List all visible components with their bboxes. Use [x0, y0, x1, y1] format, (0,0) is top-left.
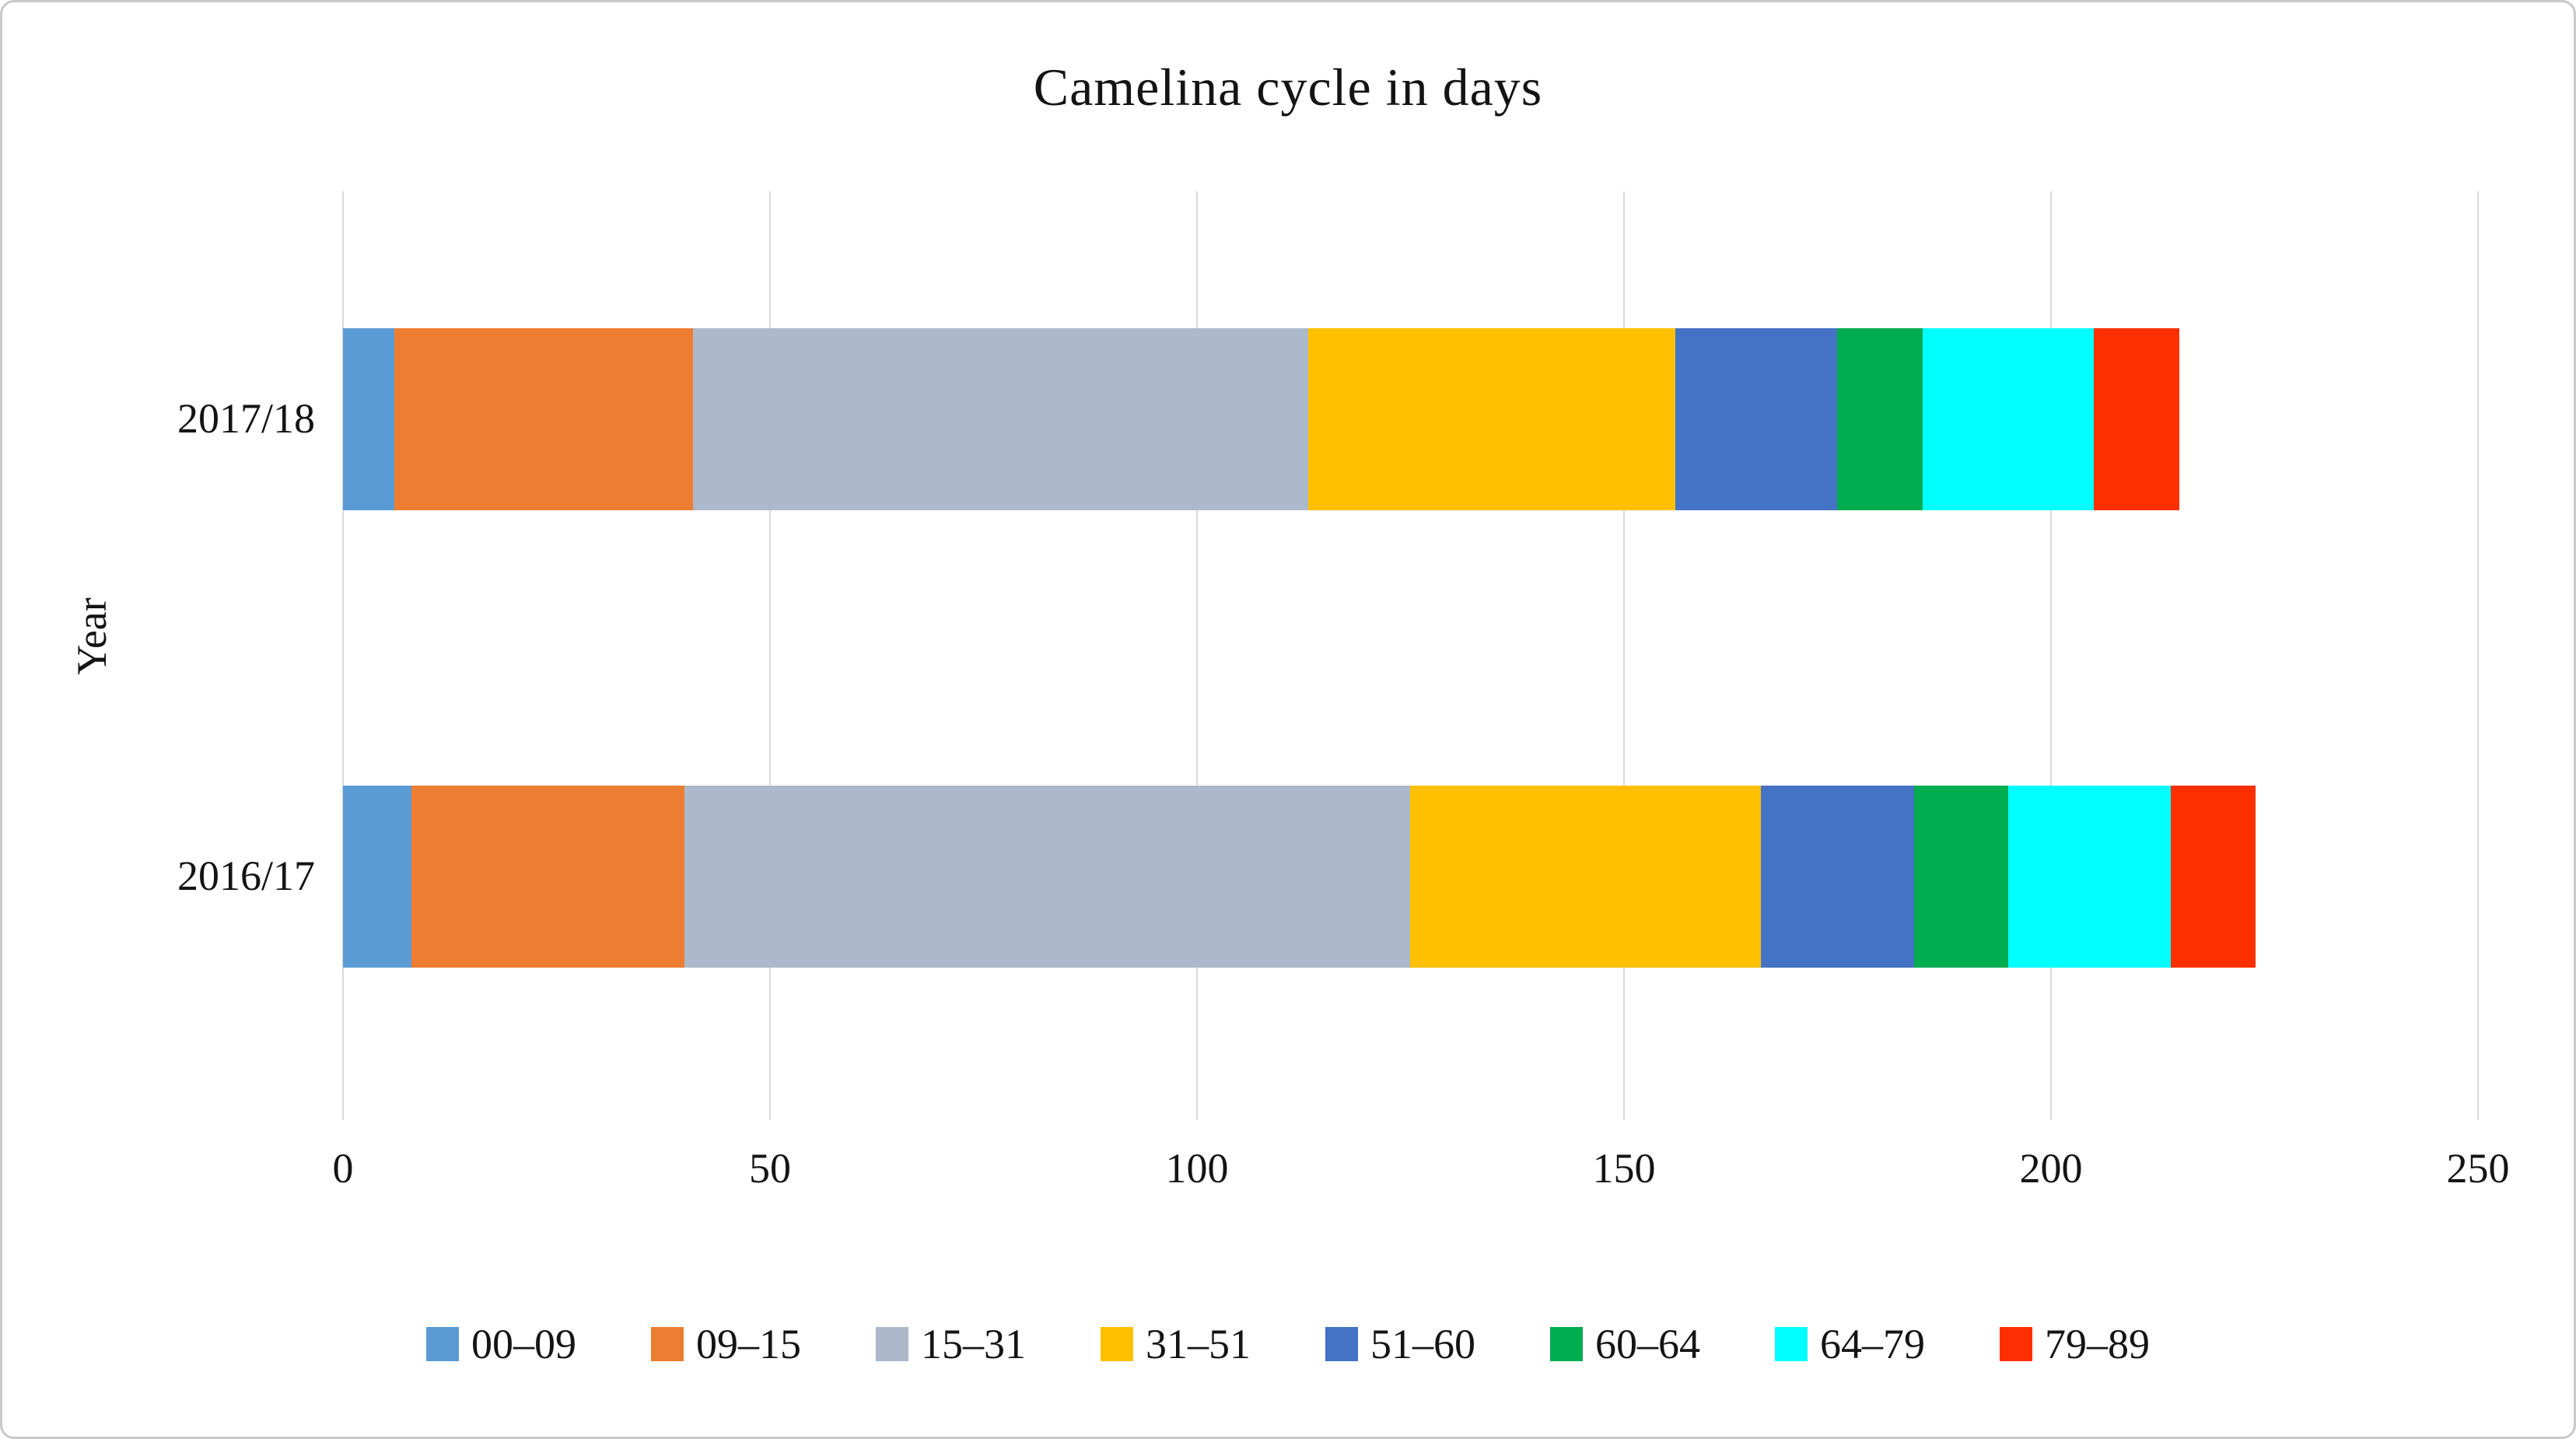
legend-label: 09–15	[696, 1321, 801, 1367]
gridline-x-200	[2050, 191, 2052, 1120]
bar-segment-09–15	[394, 328, 694, 510]
y-axis-label-2017-18: 2017/18	[177, 395, 315, 442]
plot-area	[342, 191, 2479, 1120]
legend-label: 15–31	[921, 1321, 1026, 1367]
gridline-x-150	[1623, 191, 1625, 1120]
legend-swatch-icon	[1550, 1327, 1583, 1361]
bar-segment-51–60	[1760, 786, 1915, 968]
x-axis-tick-label-0: 0	[332, 1145, 354, 1192]
bar-segment-15–31	[684, 786, 1411, 968]
x-axis-tick-label-250: 250	[2446, 1145, 2510, 1192]
bar-segment-31–51	[1307, 328, 1675, 510]
bar-segment-64–79	[1923, 328, 2094, 510]
legend-label: 51–60	[1370, 1321, 1475, 1367]
legend-swatch-icon	[2000, 1327, 2032, 1361]
legend-swatch-icon	[1325, 1327, 1358, 1361]
chart-title: Camelina cycle in days	[1033, 58, 1543, 117]
legend-label: 60–64	[1595, 1321, 1700, 1367]
legend-item-79–89: 79–89	[2000, 1320, 2150, 1368]
legend-item-64–79: 64–79	[1775, 1320, 1925, 1368]
legend-item-15–31: 15–31	[876, 1320, 1026, 1368]
x-axis-tick-label-200: 200	[2019, 1145, 2083, 1192]
bar-segment-79–89	[2170, 786, 2256, 968]
gridline-x-100	[1196, 191, 1198, 1120]
legend-label: 64–79	[1820, 1321, 1925, 1367]
bar-segment-15–31	[693, 328, 1308, 510]
x-axis-tick-label-100: 100	[1165, 1145, 1229, 1192]
gridline-x-250	[2477, 191, 2479, 1120]
bar-segment-79–89	[2093, 328, 2179, 510]
legend-swatch-icon	[1101, 1327, 1133, 1361]
bar-segment-60–64	[1914, 786, 2009, 968]
bar-2017-18	[343, 328, 2478, 510]
legend-swatch-icon	[876, 1327, 908, 1361]
gridline-x-50	[769, 191, 771, 1120]
x-axis-tick-label-150: 150	[1592, 1145, 1656, 1192]
bar-segment-60–64	[1837, 328, 1923, 510]
y-axis-label-2016-17: 2016/17	[177, 853, 315, 899]
y-axis-title-text: Year	[68, 597, 115, 675]
legend-swatch-icon	[1775, 1327, 1808, 1361]
legend-item-31–51: 31–51	[1101, 1320, 1251, 1368]
bar-2016-17	[343, 786, 2478, 968]
legend-item-09–15: 09–15	[651, 1320, 801, 1368]
bar-segment-00–09	[343, 328, 394, 510]
legend-item-51–60: 51–60	[1325, 1320, 1475, 1368]
legend-label: 00–09	[471, 1321, 576, 1367]
bar-segment-31–51	[1410, 786, 1761, 968]
y-axis-title: Year	[33, 578, 150, 695]
bar-segment-09–15	[411, 786, 685, 968]
gridline-x-0	[342, 191, 344, 1120]
legend: 00–09 09–15 15–31 31–51 51–60 60–64 64–79 79–89	[2, 1320, 2574, 1368]
bar-segment-64–79	[2008, 786, 2171, 968]
legend-label: 31–51	[1146, 1321, 1251, 1367]
legend-swatch-icon	[651, 1327, 684, 1361]
x-axis-tick-label-50: 50	[749, 1145, 791, 1192]
legend-label: 79–89	[2045, 1321, 2150, 1367]
legend-item-00–09: 00–09	[426, 1320, 576, 1368]
bar-segment-51–60	[1675, 328, 1838, 510]
legend-swatch-icon	[426, 1327, 459, 1361]
bar-segment-00–09	[343, 786, 411, 968]
legend-item-60–64: 60–64	[1550, 1320, 1700, 1368]
